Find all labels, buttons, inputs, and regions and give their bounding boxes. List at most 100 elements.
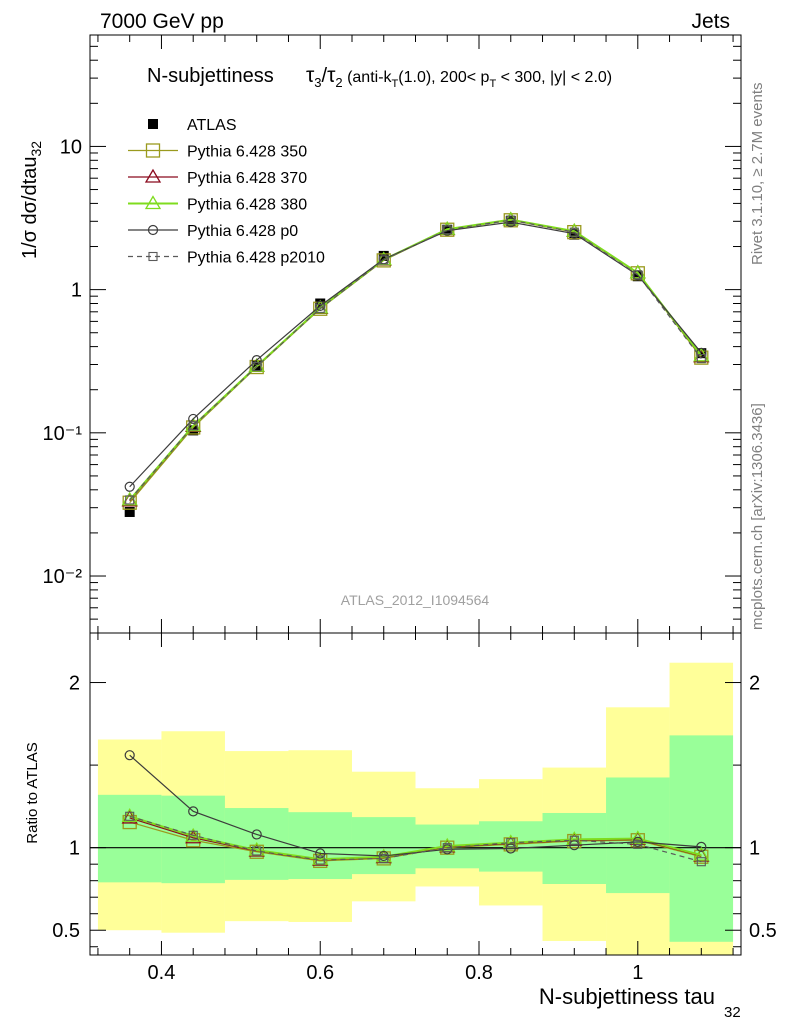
- data-point: [125, 495, 135, 505]
- data-point: [186, 420, 201, 435]
- ratio-y-tick-label-right: 2: [749, 673, 760, 695]
- ratio-data-point: [696, 857, 706, 867]
- data-point: [632, 271, 643, 282]
- data-point: [188, 413, 199, 425]
- legend-entry: Pythia 6.428 350: [128, 143, 307, 161]
- data-point: [442, 225, 452, 235]
- ratio-data-point: [633, 839, 643, 849]
- x-axis-label: N-subjettiness tau: [539, 984, 715, 1009]
- legend-label: Pythia 6.428 p2010: [187, 250, 325, 267]
- ratio-data-point: [693, 846, 710, 861]
- stat-uncertainty-band: [606, 777, 670, 894]
- legend-entry: Pythia 6.428 380: [128, 195, 307, 214]
- main-ylabel: 1/σ dσ/dtau32: [19, 141, 44, 259]
- ratio-data-point: [442, 843, 452, 853]
- ratio-y-tick-label-right: 1: [749, 838, 760, 860]
- ratio-y-tick-label: 0.5: [52, 920, 80, 942]
- main-y-tick-label: 10⁻¹: [43, 423, 83, 445]
- legend-marker: [144, 195, 162, 210]
- x-tick-label: 1: [632, 962, 643, 984]
- plot-title: N-subjettiness: [147, 65, 274, 87]
- x-tick-label: 0.4: [148, 962, 176, 984]
- data-point: [124, 506, 135, 517]
- ratio-data-point: [251, 829, 262, 840]
- data-point: [315, 298, 326, 309]
- series-line: [129, 219, 702, 501]
- ratio-data-point: [506, 838, 516, 848]
- stat-uncertainty-band: [288, 812, 352, 880]
- legend-label: Pythia 6.428 p0: [187, 223, 298, 240]
- analysis-watermark: ATLAS_2012_I1094564: [341, 592, 490, 608]
- data-point: [505, 215, 516, 226]
- data-point: [506, 215, 516, 225]
- main-y-tick-label: 10: [60, 136, 82, 158]
- legend-label: Pythia 6.428 370: [187, 170, 307, 187]
- ratio-data-point: [379, 853, 389, 863]
- ratio-data-point: [696, 841, 707, 852]
- legend-entry: Pythia 6.428 p2010: [128, 250, 325, 267]
- ratio-frame: [89, 632, 742, 956]
- x-axis-label-sub: 32: [724, 1004, 741, 1021]
- legend-label: Pythia 6.428 380: [187, 197, 307, 214]
- stat-uncertainty-band: [97, 794, 162, 883]
- x-tick-label: 0.8: [465, 962, 493, 984]
- legend-marker: [145, 143, 161, 158]
- ratio-data-point: [252, 846, 262, 856]
- legend-entry: ATLAS: [148, 117, 237, 134]
- ratio-ylabel: Ratio to ATLAS: [24, 742, 41, 843]
- ratio-data-point: [124, 750, 135, 761]
- data-point: [379, 255, 389, 265]
- legend-marker: [148, 119, 158, 129]
- ratio-y-tick-label: 2: [69, 673, 80, 695]
- legend-marker: [148, 251, 158, 262]
- ratio-panel: 0.5 0.5 1 1 2 2 0.4 0.6 0.8 1: [52, 633, 777, 984]
- legend-marker: [144, 168, 162, 183]
- svg-text:1/σ dσ/dtau32: 1/σ dσ/dtau32: [19, 141, 44, 259]
- ratio-data-point: [188, 830, 198, 840]
- ratio-data-point: [188, 806, 199, 817]
- main-y-tick-label: 10⁻²: [43, 566, 83, 588]
- ratio-data-point: [505, 843, 516, 854]
- plot-title-formula: τ3/τ2 (anti-kT(1.0), 200< pT < 300, |y| …: [306, 64, 612, 90]
- legend-entry: Pythia 6.428 370: [128, 168, 307, 187]
- legend-label: Pythia 6.428 350: [187, 144, 307, 161]
- main-y-tick-label: 1: [71, 280, 82, 302]
- series-pythia-6-428-p2010: [125, 215, 706, 505]
- data-point: [696, 348, 707, 359]
- data-point: [569, 227, 579, 237]
- ratio-data-point: [569, 835, 579, 845]
- legend-label: ATLAS: [187, 117, 237, 134]
- plot-title-main: N-subjettiness: [147, 65, 274, 87]
- x-axis-label-main: N-subjettiness tau: [539, 984, 715, 1009]
- data-point: [694, 350, 709, 365]
- ratio-series-line: [129, 815, 702, 863]
- stat-uncertainty-band: [542, 812, 607, 884]
- ratio-series-pythia-6-428-p2010: [125, 811, 706, 867]
- legend-marker: [147, 224, 159, 236]
- header-left: 7000 GeV pp: [100, 10, 224, 33]
- ratio-data-point: [315, 855, 325, 865]
- data-point: [124, 481, 135, 492]
- series-line: [129, 221, 702, 488]
- legend: ATLAS Pythia 6.428 350 Pythia 6.428 370 Pyt…: [128, 117, 325, 267]
- data-point: [633, 270, 643, 280]
- main-panel: 10⁻² 10⁻¹ 1 10: [43, 34, 741, 634]
- data-point: [315, 303, 325, 313]
- ratio-y-tick-label-right: 0.5: [749, 920, 777, 942]
- mcplots-label: mcplots.cern.ch [arXiv:1306.3436]: [749, 403, 766, 630]
- data-point: [252, 362, 262, 372]
- data-point: [696, 354, 706, 364]
- x-tick-label: 0.6: [306, 962, 334, 984]
- ratio-data-point: [125, 811, 135, 821]
- stat-uncertainty-band: [669, 735, 734, 942]
- ratio-data-point: [694, 849, 709, 864]
- rivet-label: Rivet 3.1.10, ≥ 2.7M events: [749, 83, 766, 266]
- data-point: [569, 229, 580, 240]
- header-right: Jets: [691, 10, 730, 33]
- ratio-data-point: [315, 848, 326, 859]
- ratio-y-tick-label: 1: [69, 838, 80, 860]
- ratio-data-point: [629, 830, 646, 845]
- data-point: [188, 421, 198, 431]
- ratio-data-point: [313, 853, 328, 869]
